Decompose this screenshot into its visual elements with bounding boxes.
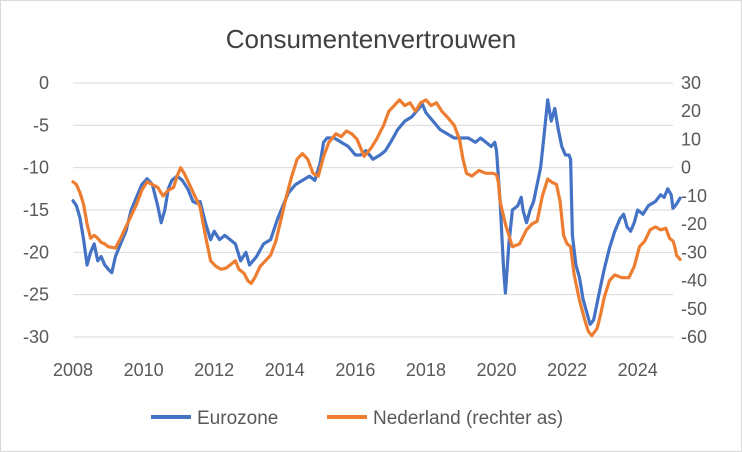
series-line-nederland <box>71 98 682 338</box>
left-axis-tick-label: -5 <box>33 115 49 135</box>
series-line-eurozone <box>71 98 682 326</box>
right-axis-tick-label: -20 <box>681 214 707 234</box>
series-lines <box>71 98 682 338</box>
x-axis-tick-label: 2012 <box>194 360 234 380</box>
x-axis-tick-label: 2020 <box>477 360 517 380</box>
right-axis-tick-label: 30 <box>681 73 701 93</box>
legend: Eurozone Nederland (rechter as) <box>151 408 563 429</box>
right-axis-tick-label: -50 <box>681 299 707 319</box>
x-axis-tick-label: 2018 <box>406 360 446 380</box>
x-axis-tick-label: 2024 <box>618 360 658 380</box>
x-axis-ticks: 2008 2010 2012 2014 2016 2018 2020 2022 2024 <box>53 360 658 380</box>
right-axis-tick-label: 0 <box>681 158 691 178</box>
x-axis-tick-label: 2008 <box>53 360 93 380</box>
x-axis-tick-label: 2022 <box>547 360 587 380</box>
x-axis-tick-label: 2010 <box>124 360 164 380</box>
left-axis-tick-label: -10 <box>23 158 49 178</box>
legend-label-nederland: Nederland (rechter as) <box>373 408 563 429</box>
legend-label-eurozone: Eurozone <box>197 408 278 429</box>
x-axis-tick-label: 2014 <box>265 360 305 380</box>
right-axis-tick-label: 10 <box>681 129 701 149</box>
left-axis-tick-label: -20 <box>23 242 49 262</box>
right-axis-tick-label: -30 <box>681 242 707 262</box>
left-axis-tick-label: 0 <box>39 73 49 93</box>
left-axis-tick-label: -25 <box>23 285 49 305</box>
left-axis-tick-label: -15 <box>23 200 49 220</box>
x-axis-tick-label: 2016 <box>335 360 375 380</box>
right-axis-tick-label: -60 <box>681 327 707 347</box>
left-axis-ticks: 0 -5 -10 -15 -20 -25 -30 <box>23 73 49 347</box>
left-axis-tick-label: -30 <box>23 327 49 347</box>
right-axis-tick-label: 20 <box>681 101 701 121</box>
chart-title: Consumentenvertrouwen <box>226 24 517 54</box>
right-axis-tick-label: -40 <box>681 271 707 291</box>
right-axis-ticks: 30 20 10 0 -10 -20 -30 -40 -50 -60 <box>681 73 707 347</box>
right-axis-tick-label: -10 <box>681 186 707 206</box>
gridlines <box>73 82 673 338</box>
